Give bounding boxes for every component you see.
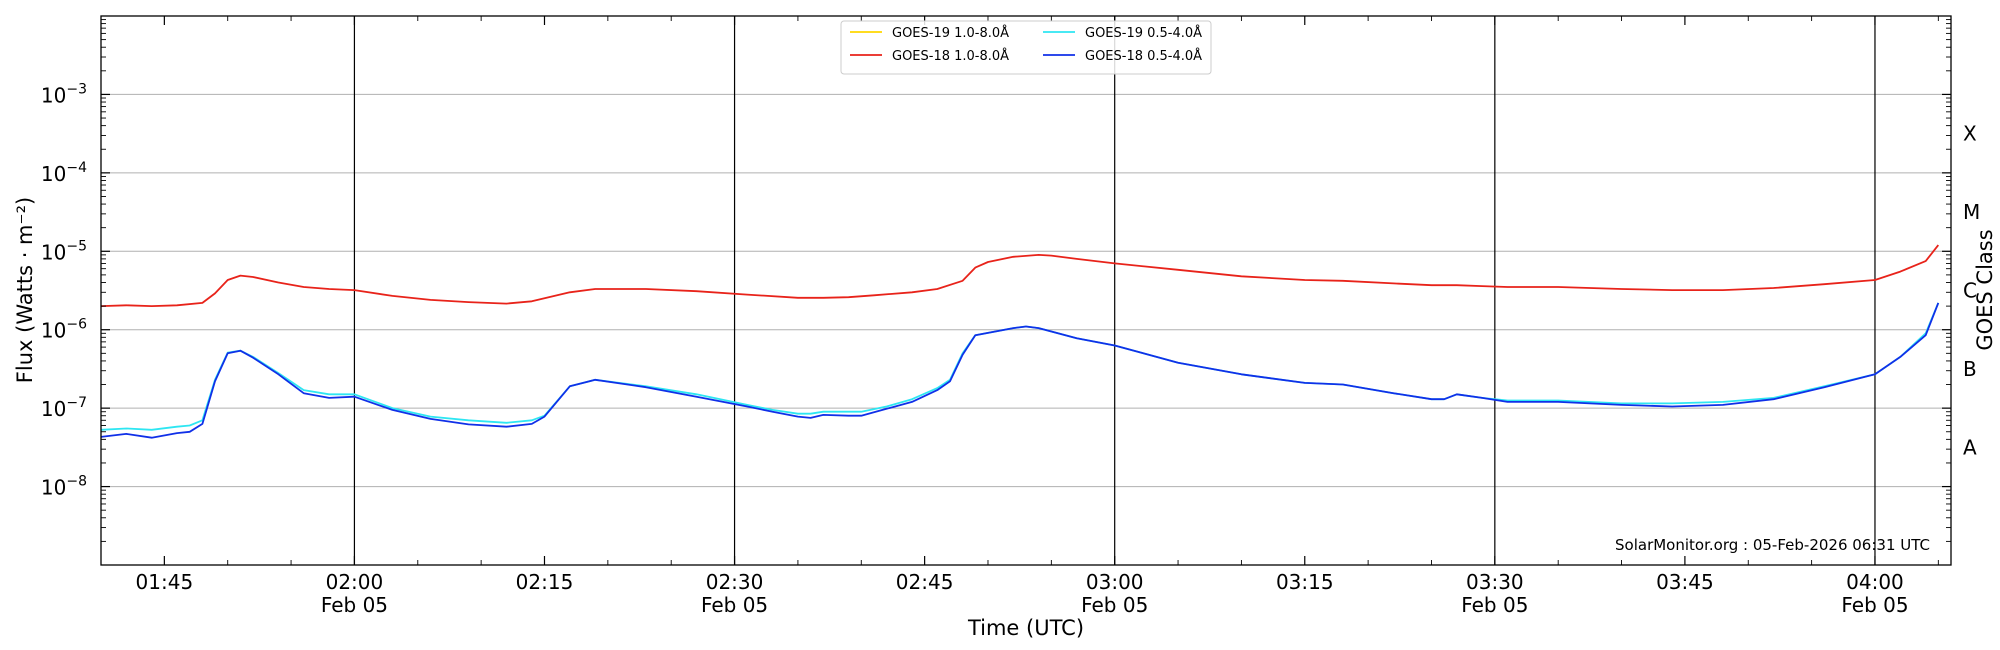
goes-class-label-b: B [1963,357,1977,381]
series-lines [100,244,1940,439]
x-tick-date-label: Feb 05 [701,593,768,617]
axis-ticks [100,16,1951,565]
x-tick-label: 03:00 [1086,570,1144,594]
x-tick-label: 02:15 [516,570,574,594]
x-tick-label: 02:45 [896,570,954,594]
x-tick-date-label: Feb 05 [1461,593,1528,617]
y-tick-label: 10−5 [41,238,87,264]
x-axis-title: Time (UTC) [967,616,1084,640]
plot-area [101,16,1951,565]
goes-class-labels: A B C M X [1963,122,1980,460]
y-axis-title: Flux (Watts · m⁻²) [13,197,37,383]
goes-class-label-c: C [1963,279,1977,303]
x-tick-label: 01:45 [136,570,194,594]
goes-class-label-a: A [1963,435,1977,459]
y-tick-label: 10−7 [41,395,87,421]
grid-lines [101,93,1951,488]
y-tick-label: 10−6 [41,317,87,343]
legend-label: GOES-19 1.0-8.0Å [892,25,1009,41]
x-tick-label: 02:30 [706,570,764,594]
legend-label: GOES-18 1.0-8.0Å [892,48,1009,64]
x-tick-date-label: Feb 05 [1081,593,1148,617]
y-tick-label: 10−8 [41,474,87,500]
x-tick-label: 03:45 [1656,570,1714,594]
plot-frame [100,15,1952,566]
series-line-3 [100,302,1940,439]
x-tick-date-label: Feb 05 [1841,593,1908,617]
x-tick-label: 04:00 [1846,570,1904,594]
goes-class-label-x: X [1963,122,1977,146]
legend-label: GOES-19 0.5-4.0Å [1085,25,1202,41]
x-tick-label: 02:00 [326,570,384,594]
y-tick-labels: 10−8 10−7 10−6 10−5 10−4 10−3 [41,81,87,499]
series-line-2 [100,302,1940,431]
legend-label: GOES-18 0.5-4.0Å [1085,48,1202,64]
x-tick-label: 03:15 [1276,570,1334,594]
source-annotation: SolarMonitor.org : 05-Feb-2026 06:31 UTC [1615,536,1930,554]
y-tick-label: 10−4 [41,160,87,186]
goes-class-axis-title: GOES Class [1973,229,1997,350]
legend-box [840,20,1212,75]
legend: GOES-19 1.0-8.0Å GOES-18 1.0-8.0Å GOES-19 … [840,20,1212,75]
series-line-1 [100,244,1940,308]
y-tick-label: 10−3 [41,81,87,107]
x-tick-date-label: Feb 05 [321,593,388,617]
x-tick-label: 03:30 [1466,570,1524,594]
goes-class-label-m: M [1963,200,1980,224]
